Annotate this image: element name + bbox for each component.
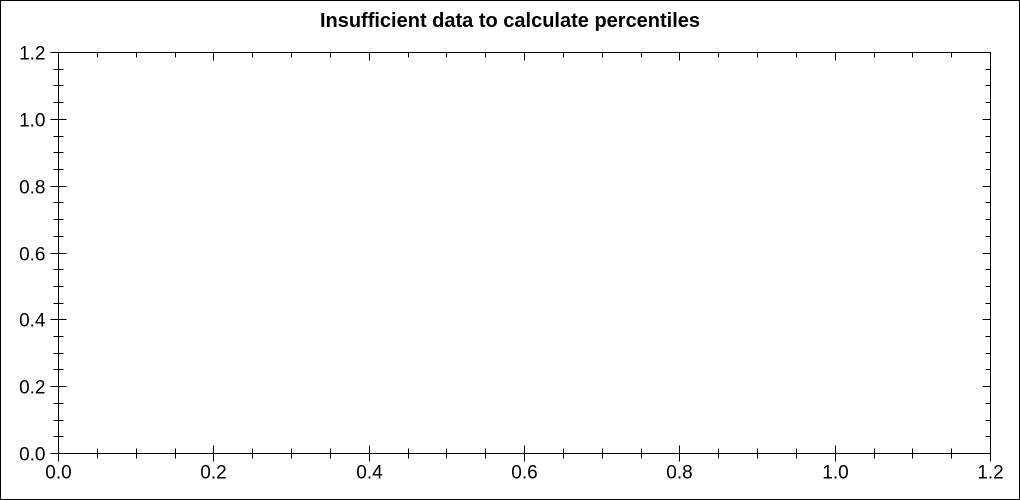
y-tick-label: 1.0	[19, 110, 45, 131]
x-tick-label: 0.6	[511, 463, 537, 484]
x-tick-label: 1.2	[977, 463, 1003, 484]
plot-frame	[58, 52, 991, 454]
y-tick-label: 0.4	[19, 310, 46, 331]
x-tick-label: 0.8	[666, 463, 692, 484]
x-tick-label: 0.0	[45, 463, 71, 484]
y-tick-label: 0.6	[19, 244, 45, 265]
chart-title: Insufficient data to calculate percentil…	[319, 10, 701, 32]
x-tick-label: 1.0	[822, 463, 848, 484]
x-tick-label: 0.2	[200, 463, 226, 484]
y-tick-label: 0.0	[19, 444, 45, 465]
x-tick-label: 0.4	[356, 463, 383, 484]
y-tick-label: 0.8	[19, 177, 45, 198]
y-tick-label: 0.2	[19, 377, 45, 398]
y-tick-label: 1.2	[19, 43, 45, 64]
